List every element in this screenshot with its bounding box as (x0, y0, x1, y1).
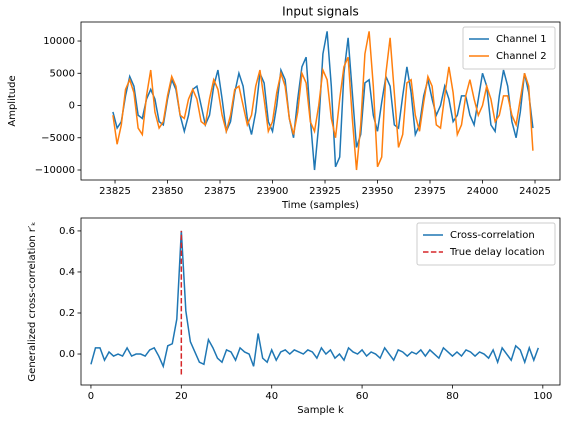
x-axis-label: Sample k (297, 405, 344, 416)
x-tick-label: 23825 (99, 186, 131, 197)
legend-box (416, 222, 556, 266)
series-line (90, 230, 540, 369)
x-tick-label: 23950 (362, 186, 394, 197)
y-tick-label: 0.6 (59, 226, 75, 237)
x-tick-label: 23900 (257, 186, 289, 197)
y-tick-label: −10000 (35, 165, 75, 176)
y-tick-label: 0.2 (59, 308, 75, 319)
legend-label: True delay location (449, 247, 545, 258)
series-line (112, 31, 534, 171)
x-tick-label: 0 (88, 391, 94, 402)
y-tick-label: 0.0 (59, 349, 75, 360)
legend-label: Channel 2 (496, 51, 547, 62)
x-tick-label: 60 (356, 391, 369, 402)
x-tick-label: 24025 (519, 186, 551, 197)
y-tick-label: 5000 (50, 68, 75, 79)
y-tick-label: 0.4 (59, 267, 75, 278)
legend: Channel 1 Channel 2 (462, 26, 556, 70)
x-tick-label: 23850 (152, 186, 184, 197)
plot-frame (80, 21, 561, 181)
x-tick-label: 24000 (467, 186, 499, 197)
series-line (112, 31, 534, 171)
x-axis-label: Time (samples) (281, 200, 359, 211)
x-tick-label: 80 (446, 391, 459, 402)
x-tick-label: 23925 (309, 186, 341, 197)
y-tick-label: 10000 (43, 36, 75, 47)
legend-box (462, 26, 556, 70)
plot-frame (80, 217, 561, 386)
legend-label: Channel 1 (496, 34, 547, 45)
chart-title: Input signals (282, 5, 359, 19)
y-axis-label: Generalized cross-correlation r′ₖ (27, 221, 38, 381)
legend-label: Cross-correlation (450, 230, 535, 241)
legend: Cross-correlation True delay location (416, 222, 556, 266)
x-tick-label: 20 (175, 391, 188, 402)
y-axis-label: Amplitude (7, 75, 18, 126)
x-tick-label: 23875 (204, 186, 236, 197)
y-tick-label: 0 (69, 101, 75, 112)
y-tick-label: −5000 (41, 133, 75, 144)
x-tick-label: 40 (265, 391, 278, 402)
x-tick-label: 23975 (414, 186, 446, 197)
x-tick-label: 100 (533, 391, 552, 402)
